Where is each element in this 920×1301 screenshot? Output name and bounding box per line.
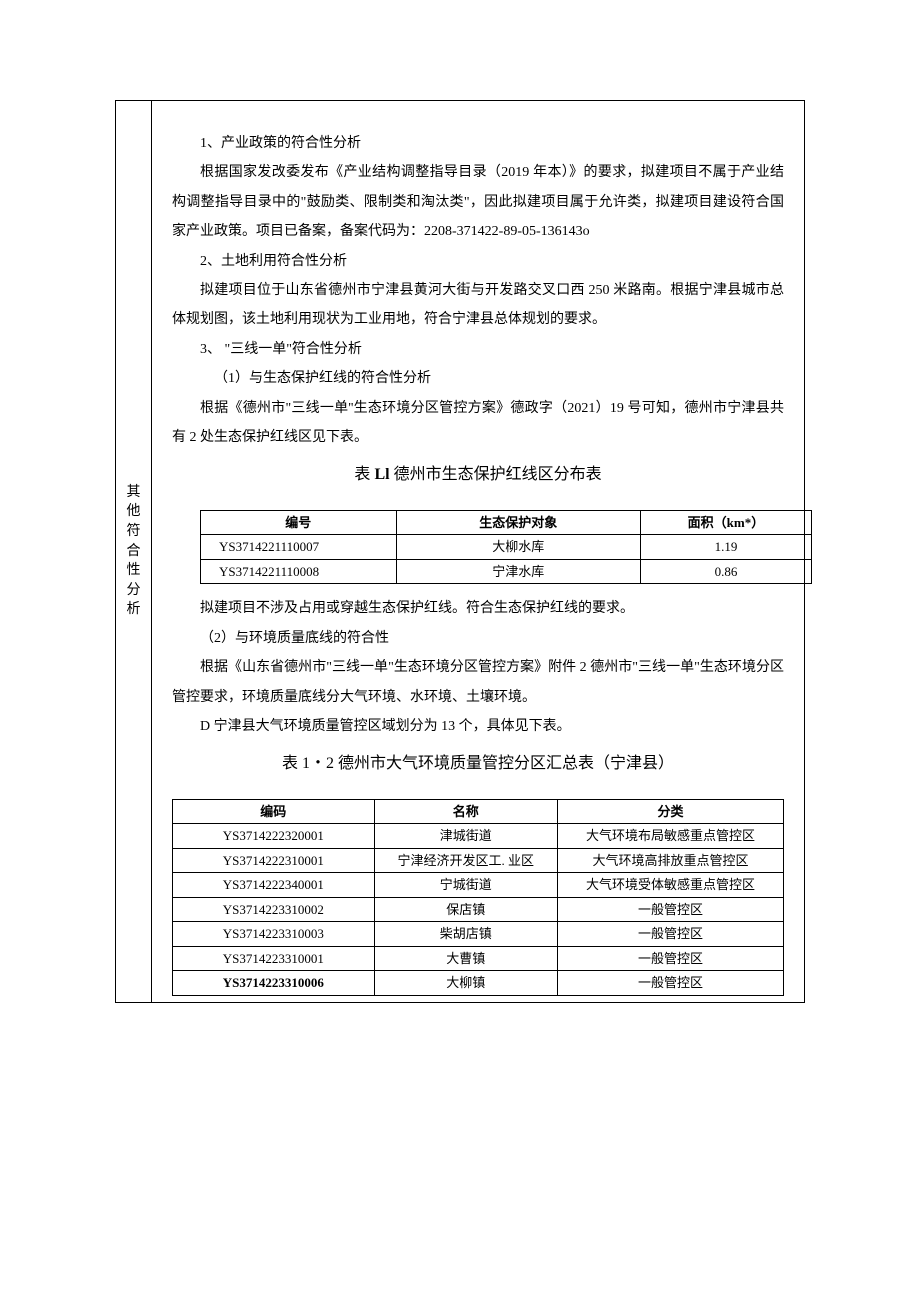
section-3-sub2-d: D 宁津县大气环境质量管控区域划分为 13 个，具体见下表。 xyxy=(172,712,784,741)
table-row: YS3714223310006大柳镇一般管控区 xyxy=(173,971,784,996)
table-row: YS3714222340001宁城街道大气环境受体敏感重点管控区 xyxy=(173,873,784,898)
table-1-caption: 表 Ll 德州市生态保护红线区分布表 xyxy=(172,458,784,492)
side-label-text: 其他符合性分析 xyxy=(127,485,141,618)
section-3-title: 3、 "三线一单"符合性分析 xyxy=(172,335,784,364)
table-cell: 大柳镇 xyxy=(374,971,557,996)
table-cell: 宁津水库 xyxy=(396,559,640,584)
col-header: 面积（km*） xyxy=(640,510,811,535)
section-3-sub2-pre: 拟建项目不涉及占用或穿越生态保护红线。符合生态保护红线的要求。 xyxy=(172,594,784,623)
col-header: 名称 xyxy=(374,799,557,824)
table-cell: 大气环境布局敏感重点管控区 xyxy=(557,824,783,849)
section-1-body: 根据国家发改委发布《产业结构调整指导目录（2019 年本）》的要求，拟建项目不属… xyxy=(172,158,784,246)
caption-bold: Ll xyxy=(374,466,389,483)
table-cell: 大气环境高排放重点管控区 xyxy=(557,848,783,873)
table-cell: 大曹镇 xyxy=(374,946,557,971)
table-row: YS3714223310001大曹镇一般管控区 xyxy=(173,946,784,971)
outer-layout-table: 其他符合性分析 1、产业政策的符合性分析 根据国家发改委发布《产业结构调整指导目… xyxy=(115,100,805,1003)
table-row: YS3714223310002保店镇一般管控区 xyxy=(173,897,784,922)
table-cell: YS3714221110007 xyxy=(201,535,397,560)
table-cell: 柴胡店镇 xyxy=(374,922,557,947)
section-3-sub2-title: （2）与环境质量底线的符合性 xyxy=(172,624,784,653)
caption-prefix: 表 xyxy=(354,466,374,483)
table-row: YS3714222320001津城街道大气环境布局敏感重点管控区 xyxy=(173,824,784,849)
col-header: 编号 xyxy=(201,510,397,535)
side-label-cell: 其他符合性分析 xyxy=(116,101,152,1003)
table-row: YS3714221110008宁津水库0.86 xyxy=(201,559,812,584)
table-row: YS3714222310001宁津经济开发区工. 业区大气环境高排放重点管控区 xyxy=(173,848,784,873)
table-cell: 津城街道 xyxy=(374,824,557,849)
content-cell: 1、产业政策的符合性分析 根据国家发改委发布《产业结构调整指导目录（2019 年… xyxy=(152,101,805,1003)
table-cell: 0.86 xyxy=(640,559,811,584)
table-cell: 一般管控区 xyxy=(557,922,783,947)
table-row: YS3714221110007大柳水库1.19 xyxy=(201,535,812,560)
table-cell: 大柳水库 xyxy=(396,535,640,560)
table-row: YS3714223310003柴胡店镇一般管控区 xyxy=(173,922,784,947)
section-3-sub1-body: 根据《德州市"三线一单''生态环境分区管控方案》德政字（2021）19 号可知，… xyxy=(172,394,784,453)
table-cell: 一般管控区 xyxy=(557,971,783,996)
table-cell: YS3714223310002 xyxy=(173,897,375,922)
section-3-sub2-body: 根据《山东省德州市"三线一单"生态环境分区管控方案》附件 2 德州市"三线一单"… xyxy=(172,653,784,712)
section-3-sub1-title: （1）与生态保护红线的符合性分析 xyxy=(172,364,784,393)
table-cell: YS3714222310001 xyxy=(173,848,375,873)
spacer xyxy=(172,584,784,594)
table-cell: YS3714223310001 xyxy=(173,946,375,971)
table-cell: YS3714221110008 xyxy=(201,559,397,584)
ecological-redline-table: 编号 生态保护对象 面积（km*） YS3714221110007大柳水库1.1… xyxy=(200,510,812,585)
table-header-row: 编号 生态保护对象 面积（km*） xyxy=(201,510,812,535)
table-cell: 一般管控区 xyxy=(557,946,783,971)
page: 其他符合性分析 1、产业政策的符合性分析 根据国家发改委发布《产业结构调整指导目… xyxy=(0,0,920,1053)
table-cell: 大气环境受体敏感重点管控区 xyxy=(557,873,783,898)
table-2-caption: 表 1・2 德州市大气环境质量管控分区汇总表（宁津县） xyxy=(172,747,784,781)
table-cell: 宁津经济开发区工. 业区 xyxy=(374,848,557,873)
section-1-title: 1、产业政策的符合性分析 xyxy=(172,129,784,158)
table-cell: 1.19 xyxy=(640,535,811,560)
table-cell: 保店镇 xyxy=(374,897,557,922)
table-cell: YS3714222320001 xyxy=(173,824,375,849)
col-header: 生态保护对象 xyxy=(396,510,640,535)
table-cell: 一般管控区 xyxy=(557,897,783,922)
table-cell: YS3714222340001 xyxy=(173,873,375,898)
caption-suffix: 德州市生态保护红线区分布表 xyxy=(390,466,602,483)
table-header-row: 编码 名称 分类 xyxy=(173,799,784,824)
section-2-title: 2、土地利用符合性分析 xyxy=(172,247,784,276)
col-header: 编码 xyxy=(173,799,375,824)
table-cell: YS3714223310006 xyxy=(173,971,375,996)
air-quality-zone-table: 编码 名称 分类 YS3714222320001津城街道大气环境布局敏感重点管控… xyxy=(172,799,784,996)
table-cell: YS3714223310003 xyxy=(173,922,375,947)
table-cell: 宁城街道 xyxy=(374,873,557,898)
col-header: 分类 xyxy=(557,799,783,824)
section-2-body: 拟建项目位于山东省德州市宁津县黄河大街与开发路交叉口西 250 米路南。根据宁津… xyxy=(172,276,784,335)
